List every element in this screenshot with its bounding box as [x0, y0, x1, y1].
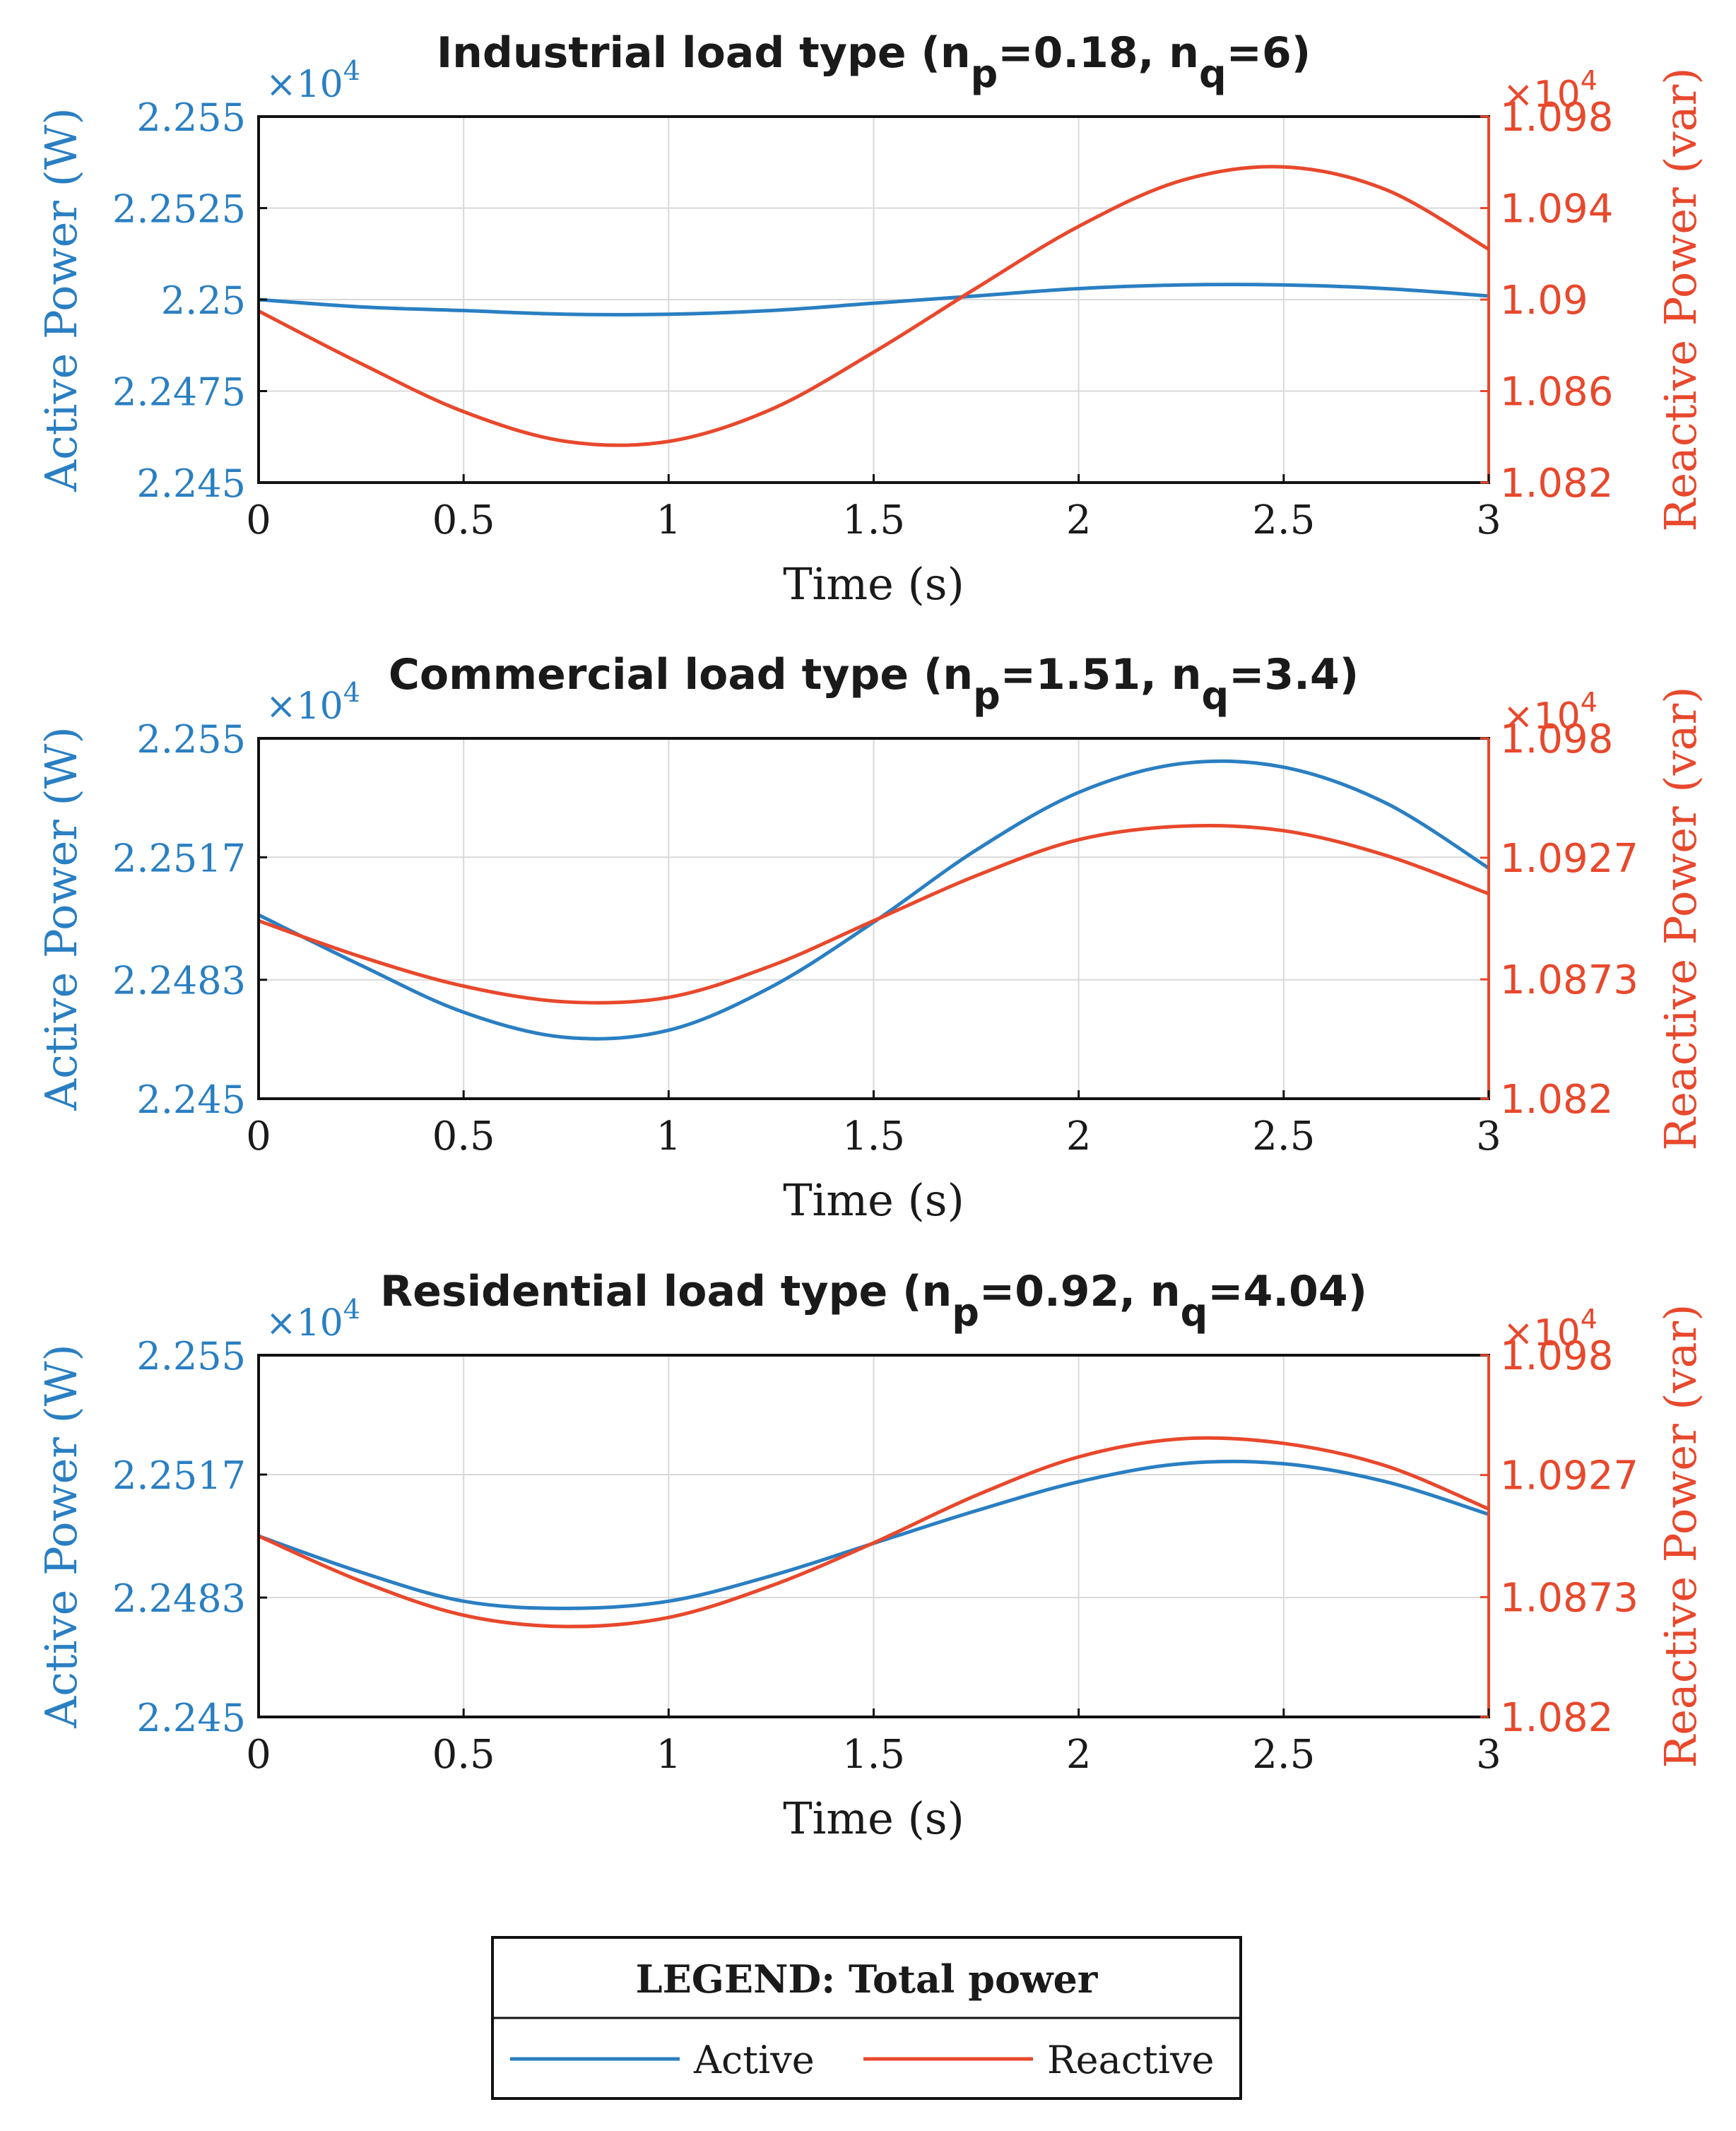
scale-factor-left: ×104: [266, 677, 360, 728]
y-tick-label-right: 1.082: [1500, 1695, 1613, 1741]
y-axis-label-left: Active Power (W): [35, 726, 87, 1111]
series-line-reactive: [257, 1436, 1489, 1629]
chart-title: Residential load type (np=0.92, nq=4.04): [380, 1267, 1367, 1335]
series-line-reactive: [258, 823, 1489, 1005]
x-tick-label: 0: [246, 1114, 271, 1159]
y-axis-label-right: Reactive Power (var): [1655, 1304, 1706, 1769]
title-subscript: q: [1181, 1290, 1208, 1335]
legend-label-reactive: Reactive: [1047, 2038, 1215, 2082]
y-tick-label-left: 2.245: [136, 461, 246, 506]
x-tick-label: 1: [656, 1732, 682, 1778]
x-tick-label: 2: [1066, 1114, 1092, 1159]
x-tick-label: 2.5: [1252, 497, 1315, 543]
title-segment: =0.18, n: [998, 28, 1199, 78]
title-segment: Residential load type (n: [380, 1267, 952, 1316]
scale-factor-left: ×104: [266, 55, 360, 106]
x-tick-label: 3: [1476, 1114, 1501, 1159]
y-tick-label-right: 1.082: [1500, 461, 1613, 507]
title-segment: =1.51, n: [1000, 650, 1202, 699]
x-tick-label: 1.5: [842, 1732, 905, 1778]
y-tick-label-left: 2.2517: [112, 836, 246, 880]
scale-exponent: 4: [1581, 687, 1598, 718]
title-segment: Industrial load type (n: [437, 28, 971, 78]
y-tick-label-left: 2.2483: [112, 959, 246, 1003]
y-axis-label-left: Active Power (W): [35, 107, 87, 492]
title-segment: Commercial load type (n: [389, 650, 973, 699]
scale-factor-left: ×104: [266, 1294, 360, 1345]
legend-label-active: Active: [693, 2038, 815, 2082]
x-tick-label: 3: [1476, 1732, 1501, 1778]
x-tick-label: 0: [246, 1732, 271, 1778]
x-tick-label: 1.5: [842, 497, 905, 543]
y-tick-label-left: 2.255: [136, 717, 246, 762]
x-tick-label: 1.5: [842, 1114, 905, 1159]
chart-panel-3: Residential load type (np=0.92, nq=4.04)…: [35, 1267, 1706, 1844]
y-tick-label-right: 1.094: [1500, 187, 1613, 232]
x-tick-label: 0.5: [432, 497, 495, 543]
x-tick-label: 0.5: [432, 1114, 495, 1159]
y-tick-label-right: 1.086: [1500, 370, 1613, 415]
y-tick-label-left: 2.2483: [112, 1576, 246, 1621]
y-tick-label-right: 1.0927: [1500, 1453, 1638, 1499]
y-axis-label-right: Reactive Power (var): [1655, 68, 1706, 532]
scale-exponent: 4: [343, 55, 360, 86]
y-tick-label-left: 2.245: [136, 1696, 246, 1740]
x-tick-label: 2.5: [1252, 1114, 1315, 1159]
x-tick-label: 3: [1476, 497, 1501, 543]
scale-exponent: 4: [1581, 65, 1598, 96]
x-tick-label: 2: [1066, 497, 1092, 543]
x-tick-label: 1: [656, 1114, 682, 1159]
title-subscript: p: [952, 1290, 979, 1335]
title-subscript: p: [971, 52, 998, 96]
y-tick-label-left: 2.2475: [112, 370, 246, 415]
legend: LEGEND: Total power Active Reactive: [491, 1936, 1242, 2100]
chart-panel-2: Commercial load type (np=1.51, nq=3.4) 0 0…: [35, 650, 1706, 1226]
legend-title: LEGEND: Total power: [636, 1956, 1098, 2002]
scale-exponent: 4: [343, 1294, 360, 1325]
title-segment: =6): [1227, 28, 1311, 78]
y-tick-label-left: 2.2517: [112, 1453, 246, 1498]
x-axis-label: Time (s): [783, 1793, 964, 1844]
y-tick-label-right: 1.098: [1500, 716, 1613, 762]
x-axis-label: Time (s): [783, 1174, 964, 1226]
chart-panel-1: Industrial load type (np=0.18, nq=6) 0 0.5…: [35, 28, 1706, 610]
scale-exponent: 4: [343, 677, 360, 708]
y-axis-label-left: Active Power (W): [35, 1344, 87, 1728]
y-tick-label-right: 1.098: [1500, 1333, 1613, 1379]
title-subscript: q: [1201, 673, 1229, 718]
chart-title: Industrial load type (np=0.18, nq=6): [437, 28, 1311, 96]
series-line-reactive: [257, 165, 1490, 447]
x-tick-label: 2: [1066, 1732, 1092, 1778]
y-tick-label-left: 2.255: [136, 1334, 246, 1379]
y-axis-label-right: Reactive Power (var): [1655, 687, 1706, 1151]
y-tick-label-left: 2.25: [161, 278, 246, 323]
title-subscript: q: [1199, 52, 1227, 96]
chart-title: Commercial load type (np=1.51, nq=3.4): [389, 650, 1359, 718]
y-tick-label-right: 1.09: [1500, 278, 1588, 324]
x-tick-label: 0.5: [432, 1732, 495, 1778]
series-line-active: [258, 283, 1489, 317]
title-segment: =4.04): [1207, 1267, 1367, 1316]
scale-exponent: 4: [1581, 1304, 1598, 1335]
y-tick-label-right: 1.0873: [1500, 957, 1638, 1003]
y-tick-label-right: 1.082: [1500, 1077, 1613, 1123]
x-tick-label: 2.5: [1252, 1732, 1315, 1778]
y-tick-label-right: 1.0873: [1500, 1575, 1638, 1621]
y-tick-label-left: 2.2525: [112, 187, 246, 232]
title-subscript: p: [973, 673, 1000, 718]
y-tick-label-right: 1.098: [1500, 95, 1613, 141]
y-tick-label-left: 2.255: [136, 95, 246, 140]
x-tick-label: 0: [246, 497, 271, 543]
x-tick-label: 1: [656, 497, 682, 543]
y-tick-label-right: 1.0927: [1500, 836, 1638, 882]
x-axis-label: Time (s): [783, 558, 964, 610]
title-segment: =0.92, n: [979, 1267, 1181, 1316]
title-segment: =3.4): [1229, 650, 1359, 699]
y-tick-label-left: 2.245: [136, 1078, 246, 1122]
